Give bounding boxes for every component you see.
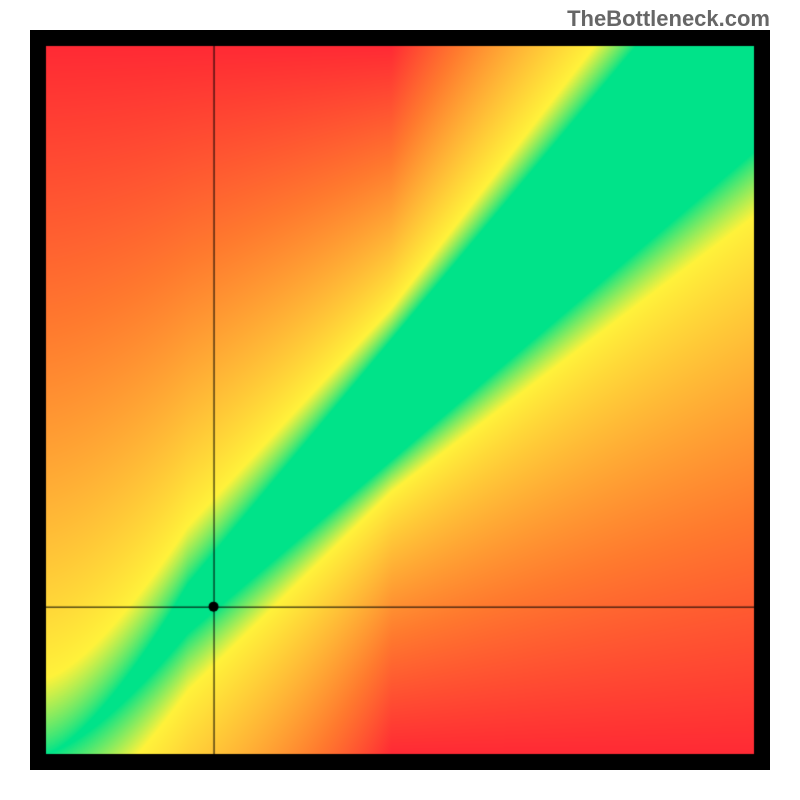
watermark-text: TheBottleneck.com (567, 6, 770, 32)
bottleneck-heatmap (30, 30, 770, 770)
chart-background (30, 30, 770, 770)
chart-container: TheBottleneck.com (0, 0, 800, 800)
